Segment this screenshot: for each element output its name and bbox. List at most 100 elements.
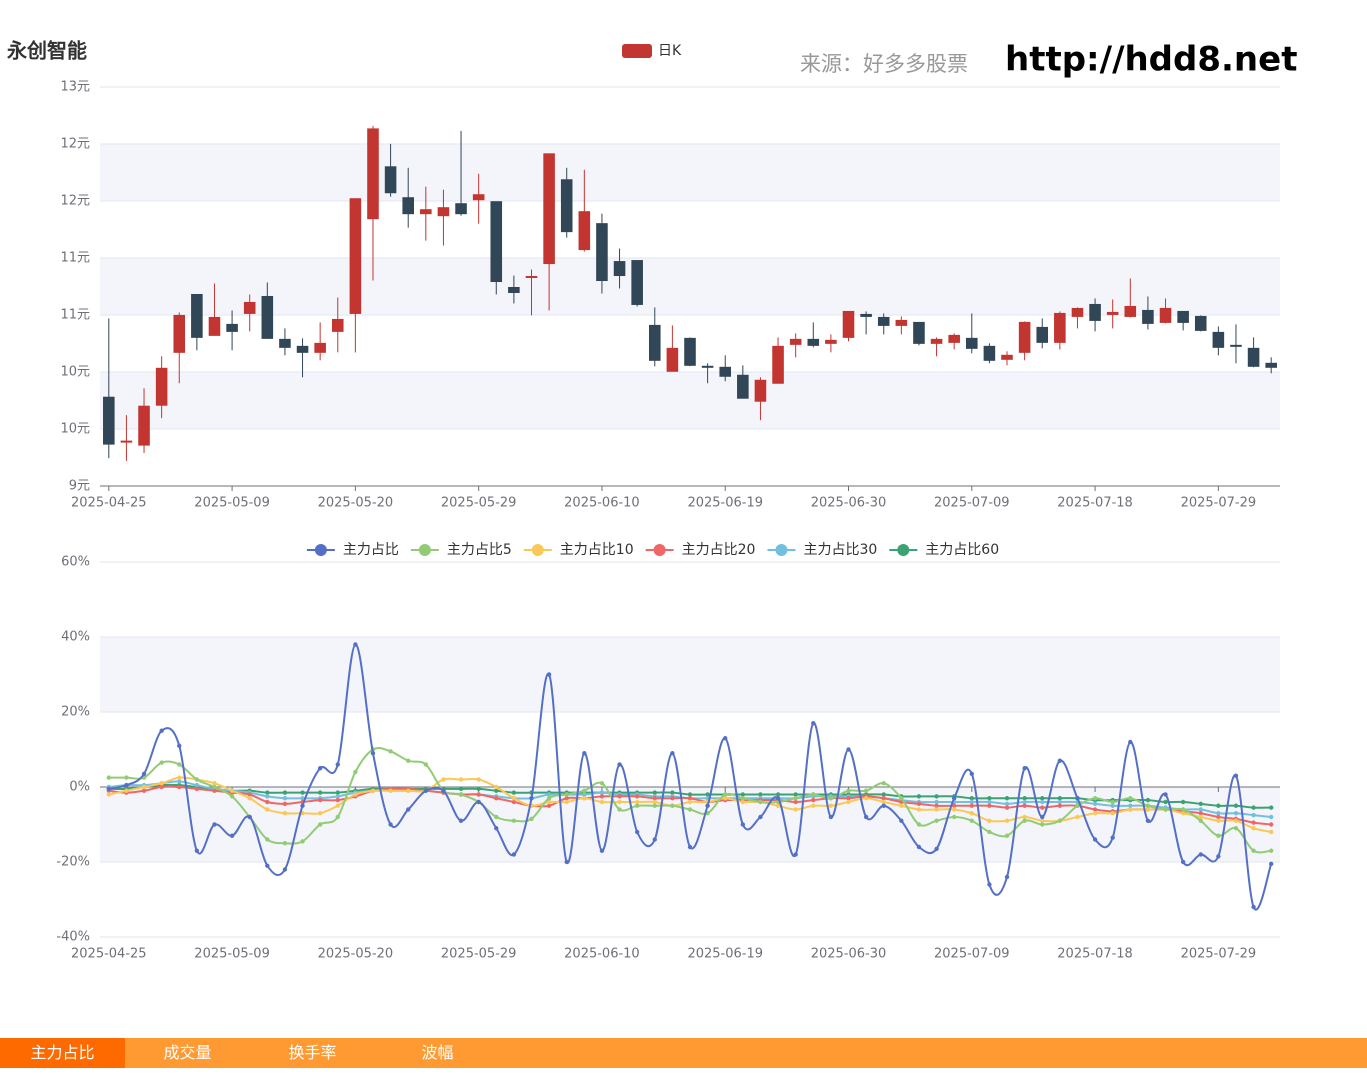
point <box>652 837 657 842</box>
candle-body <box>684 337 696 366</box>
point <box>124 788 129 793</box>
point <box>634 803 640 808</box>
point <box>863 814 869 820</box>
point <box>1198 807 1203 812</box>
point <box>511 852 517 857</box>
candle-body <box>1159 307 1172 323</box>
point <box>494 796 499 801</box>
point <box>1251 805 1256 810</box>
point <box>1233 773 1239 778</box>
point <box>775 792 781 797</box>
candle-body <box>1089 303 1101 321</box>
point <box>370 788 376 793</box>
point <box>899 796 904 801</box>
point <box>670 790 675 795</box>
tab[interactable]: 成交量 <box>163 1043 212 1062</box>
candle-body <box>155 367 168 406</box>
point <box>1198 852 1203 857</box>
point <box>564 859 569 865</box>
legend-label: 日K <box>658 43 682 59</box>
point <box>1180 807 1186 812</box>
point <box>1251 904 1256 910</box>
point <box>317 790 323 795</box>
point <box>916 801 922 807</box>
point <box>317 822 323 827</box>
point <box>282 796 288 801</box>
y-tick-label: 60% <box>61 555 90 570</box>
tab[interactable]: 波幅 <box>421 1043 454 1062</box>
legend-swatch <box>418 544 431 556</box>
candle-body <box>1018 321 1031 353</box>
point <box>599 848 605 853</box>
candle-body <box>1212 331 1225 348</box>
point <box>177 784 182 790</box>
x-tick-label: 2025-05-29 <box>441 947 517 962</box>
candle-body <box>877 316 890 326</box>
point <box>670 796 675 801</box>
point <box>1198 814 1203 820</box>
point <box>846 747 851 752</box>
point <box>1022 803 1027 808</box>
point <box>511 818 517 823</box>
candle-body <box>1142 309 1154 324</box>
y-tick-label: 13元 <box>60 80 90 95</box>
legend-label: 主力占比60 <box>925 542 999 558</box>
candle-body <box>191 293 203 338</box>
point <box>1216 833 1221 838</box>
point <box>1216 803 1221 808</box>
point <box>511 796 517 801</box>
point <box>1268 861 1274 867</box>
point <box>1128 807 1133 812</box>
point <box>1145 818 1151 823</box>
point <box>758 799 763 805</box>
point <box>124 775 129 780</box>
point <box>899 818 904 823</box>
point <box>670 803 675 808</box>
candle-body <box>490 201 503 283</box>
point <box>1163 807 1168 812</box>
candle-body <box>331 318 344 332</box>
candle-body <box>930 338 943 344</box>
candle-body <box>1106 311 1119 315</box>
point <box>793 792 798 797</box>
point <box>1075 796 1080 801</box>
point <box>529 816 534 822</box>
point <box>177 743 182 748</box>
candle-body <box>1194 315 1207 331</box>
tab[interactable]: 主力占比 <box>0 1038 125 1068</box>
point <box>159 760 164 765</box>
point <box>1251 848 1256 853</box>
tab[interactable]: 换手率 <box>288 1043 337 1062</box>
stock-title: 永创智能 <box>6 39 87 63</box>
point <box>229 833 235 838</box>
candle-body <box>772 345 784 384</box>
point <box>582 751 587 756</box>
x-tick-label: 2025-07-09 <box>934 947 1010 962</box>
point <box>634 829 640 835</box>
grid-band <box>100 258 1280 315</box>
point <box>546 796 552 801</box>
x-tick-label: 2025-04-25 <box>71 496 147 511</box>
point <box>811 797 816 803</box>
point <box>159 784 164 790</box>
point <box>846 796 851 801</box>
candle-body <box>543 153 555 265</box>
point <box>1268 822 1274 827</box>
point <box>546 799 552 805</box>
candle-body <box>825 339 837 344</box>
point <box>1198 818 1203 823</box>
candle-body <box>314 342 326 353</box>
point <box>265 837 270 842</box>
point <box>1145 803 1151 808</box>
point <box>1004 801 1010 807</box>
point <box>212 784 217 790</box>
point <box>916 794 922 799</box>
y-tick-label: 20% <box>61 705 90 720</box>
point <box>458 818 464 823</box>
point <box>652 799 657 805</box>
point <box>406 758 411 763</box>
point <box>1251 812 1256 818</box>
point <box>282 841 288 846</box>
x-tick-label: 2025-06-19 <box>687 496 763 511</box>
